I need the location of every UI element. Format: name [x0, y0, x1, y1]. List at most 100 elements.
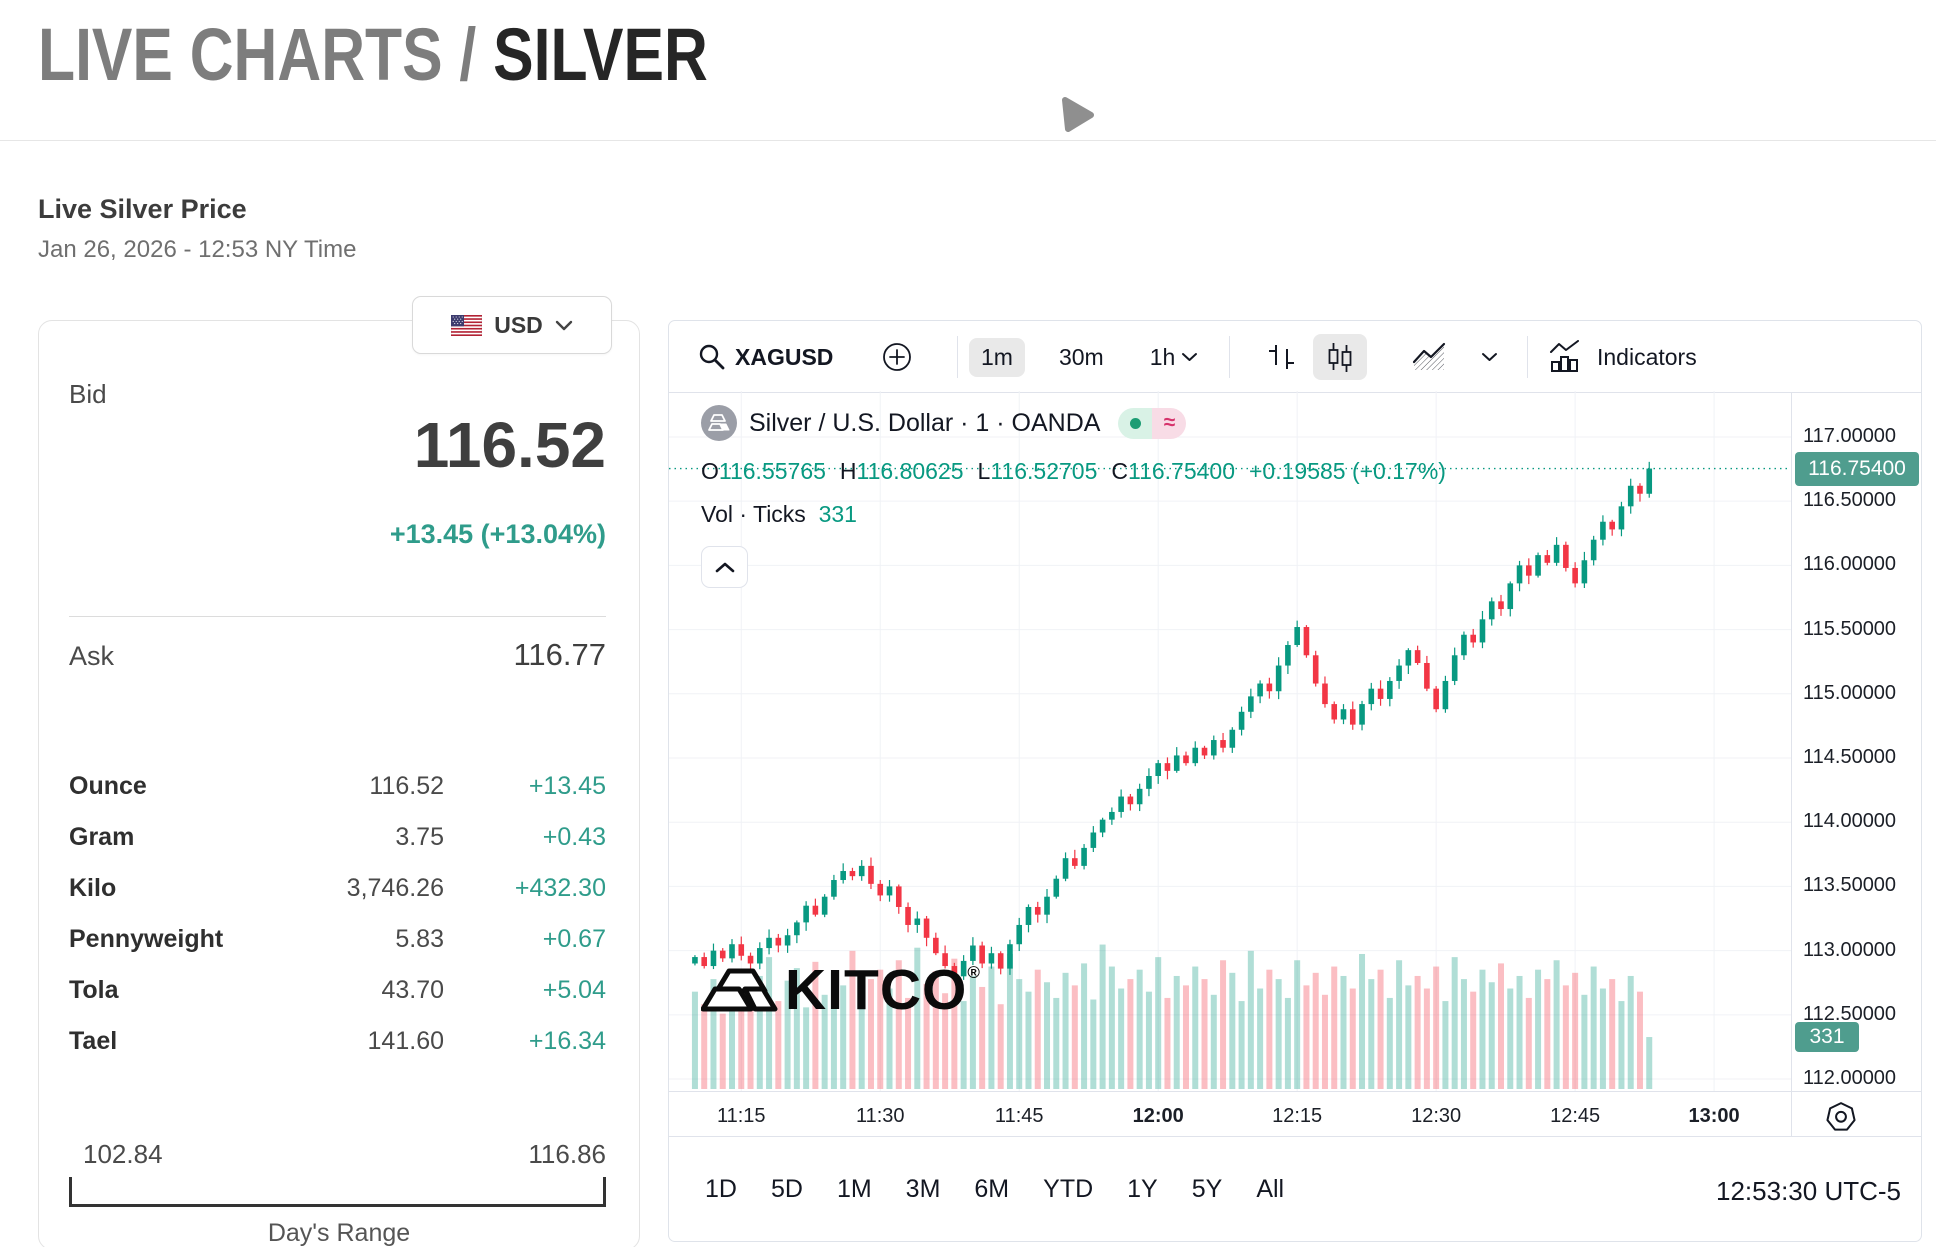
style-more-button[interactable] [1481, 321, 1498, 393]
compare-add-button[interactable] [881, 321, 913, 393]
unit-change: +0.43 [542, 823, 606, 851]
range-1d-button[interactable]: 1D [705, 1174, 737, 1203]
interval-1m-button[interactable]: 1m [969, 337, 1025, 377]
chart-panel: XAGUSD 1m 30m 1h [668, 320, 1922, 1242]
market-status-pill[interactable]: ≈ [1118, 407, 1187, 439]
interval-1h-button[interactable]: 1h [1149, 343, 1176, 370]
time-tick-label: 12:00 [1132, 1105, 1184, 1127]
legend-collapse-button[interactable] [701, 546, 748, 588]
mouse-cursor-icon [1062, 97, 1094, 132]
low-label: L [977, 458, 991, 484]
range-6m-button[interactable]: 6M [974, 1174, 1010, 1203]
range-5d-button[interactable]: 5D [770, 1174, 803, 1203]
candles-style-button[interactable] [1313, 334, 1367, 380]
chevron-down-icon [555, 320, 572, 330]
range-1m-button[interactable]: 1M [836, 1174, 872, 1203]
day-range-high: 116.86 [528, 1139, 606, 1169]
time-tick-label: 12:15 [1272, 1105, 1323, 1127]
plus-circle-icon [883, 343, 911, 371]
chevron-up-icon [715, 562, 734, 572]
high-label: H [839, 458, 857, 484]
range-3m-button[interactable]: 3M [905, 1174, 941, 1203]
volume-readout: Vol · Ticks 331 [701, 501, 1460, 528]
price-tick-label: 114.00000 [1803, 810, 1897, 833]
time-tick-label: 11:45 [994, 1105, 1044, 1127]
candlestick-chart[interactable] [669, 391, 1791, 1091]
unit-label: Pennyweight [69, 925, 224, 953]
price-axis-border [1791, 393, 1792, 1136]
unit-change: +0.67 [542, 925, 606, 953]
delayed-data-icon: ≈ [1152, 407, 1187, 439]
symbol-search-button[interactable] [697, 321, 727, 393]
live-price-title: Live Silver Price [38, 194, 247, 224]
chevron-down-icon [1482, 353, 1497, 361]
range-5y-button[interactable]: 5Y [1191, 1174, 1223, 1203]
page-title: LIVE CHARTS / SILVER [38, 14, 855, 95]
unit-label: Tael [69, 1027, 118, 1055]
close-label: C [1111, 458, 1128, 484]
interval-30m-button[interactable]: 30m [1058, 343, 1104, 370]
indicators-button[interactable]: Indicators [1547, 321, 1697, 393]
time-axis-border [669, 1091, 1921, 1092]
price-tick-label: 116.50000 [1803, 489, 1897, 512]
chart-clock[interactable]: 12:53:30 UTC-5 [1716, 1176, 1901, 1206]
price-tick-label: 115.00000 [1803, 681, 1897, 704]
range-all-button[interactable]: All [1256, 1174, 1285, 1203]
area-style-button[interactable] [1411, 321, 1447, 393]
range-selector: 1D 5D 1M 3M 6M YTD 1Y 5Y All [705, 1137, 1284, 1241]
currency-dropdown[interactable]: USD [412, 296, 612, 354]
chart-legend: Silver / U.S. Dollar · 1 · OANDA ≈ O116.… [701, 405, 1460, 588]
price-tick-label: 112.50000 [1803, 1002, 1897, 1025]
unit-row: Gram 3.75 +0.43 [69, 812, 606, 863]
candles-style-icon [1328, 343, 1352, 372]
high-value: 116.80625 [856, 458, 964, 484]
price-tick-label: 113.00000 [1803, 938, 1897, 961]
unit-change: +13.45 [528, 772, 606, 800]
settings-gear-icon[interactable] [1825, 1101, 1857, 1133]
interval-group: 1m 30m 1h [969, 321, 1187, 393]
bid-price: 116.52 [413, 409, 606, 481]
header-divider [0, 140, 1936, 141]
unit-change: +16.34 [528, 1027, 606, 1055]
close-value: 116.75400 [1127, 458, 1235, 484]
chart-toolbar: XAGUSD 1m 30m 1h [669, 321, 1921, 393]
range-1y-button[interactable]: 1Y [1127, 1174, 1158, 1203]
toolbar-separator [957, 336, 958, 378]
legend-title[interactable]: Silver / U.S. Dollar · 1 · OANDA [749, 408, 1101, 437]
bars-style-button[interactable] [1265, 321, 1297, 393]
open-value: 116.55765 [718, 458, 826, 484]
price-tick-label: 117.00000 [1803, 424, 1897, 447]
unit-label: Kilo [69, 874, 117, 902]
kitco-wordmark: KITCO [785, 958, 968, 1022]
area-style-icon [1412, 342, 1446, 370]
price-tick-label: 115.50000 [1803, 617, 1897, 640]
page-title-metal: SILVER [493, 13, 708, 96]
search-icon [699, 344, 725, 370]
unit-value: 5.83 [395, 925, 444, 953]
time-tick-label: 11:15 [716, 1105, 766, 1127]
unit-row: Kilo 3,746.26 +432.30 [69, 863, 606, 914]
time-tick-label: 12:45 [1550, 1105, 1601, 1127]
unit-label: Ounce [69, 772, 147, 800]
market-open-dot-icon [1118, 407, 1153, 439]
unit-row: Ounce 116.52 +13.45 [69, 761, 606, 812]
ask-price: 116.77 [513, 637, 606, 672]
bid-label: Bid [69, 379, 107, 409]
time-tick-label: 12:30 [1411, 1105, 1462, 1127]
unit-label: Tola [69, 976, 119, 1004]
registered-mark: ® [967, 963, 980, 982]
unit-value: 116.52 [369, 772, 444, 800]
interval-more-button[interactable] [1181, 321, 1198, 393]
price-tick-label: 112.00000 [1803, 1067, 1897, 1090]
unit-value: 3.75 [395, 823, 444, 851]
time-tick-label: 11:30 [855, 1105, 905, 1127]
last-price-badge: 116.75400 [1795, 451, 1919, 486]
unit-price-table: Ounce 116.52 +13.45 Gram 3.75 +0.43 Kilo 3… [69, 761, 606, 1067]
range-ytd-button[interactable]: YTD [1043, 1174, 1094, 1203]
time-tick-label: 13:00 [1688, 1105, 1740, 1127]
symbol-name[interactable]: XAGUSD [735, 343, 834, 370]
toolbar-separator [1527, 336, 1528, 378]
kitco-watermark: KITCO ® [701, 961, 980, 1019]
silver-logo-icon [701, 405, 737, 441]
unit-row: Tola 43.70 +5.04 [69, 965, 606, 1016]
